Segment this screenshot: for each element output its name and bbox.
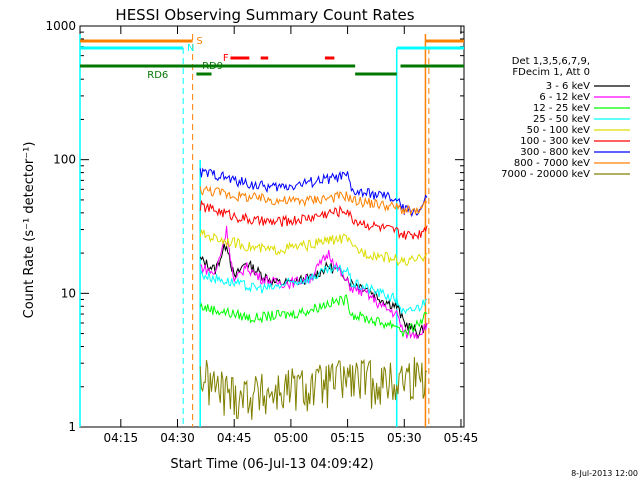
legend-entry-label: 100 - 300 keV <box>520 136 590 147</box>
legend-entry-label: 50 - 100 keV <box>527 125 591 136</box>
series-line <box>199 185 428 216</box>
series-line <box>199 294 428 337</box>
flag-label-f: F <box>223 53 229 64</box>
footer-date: 8-Jul-2013 12:00 <box>571 469 638 478</box>
axis-ticks: 04:15 04:30 04:45 05:00 05:15 05:30 05:45 1 10 10… <box>45 19 478 445</box>
flag-label-n: N <box>187 43 194 54</box>
legend: Det 1,3,5,6,7,9,FDecim 1, Att 0 3 - 6 keV… <box>501 56 630 180</box>
plot-frame <box>79 25 465 428</box>
legend-entry-label: 300 - 800 keV <box>520 147 590 158</box>
x-tick-label: 05:45 <box>444 431 479 445</box>
x-tick-label: 04:45 <box>217 431 252 445</box>
legend-entry-label: 25 - 50 keV <box>533 114 590 125</box>
series-line <box>199 167 428 218</box>
x-tick-label: 05:30 <box>387 431 422 445</box>
y-axis-label: Count Rate (s⁻¹ detector⁻¹) <box>22 142 37 319</box>
x-tick-label: 04:15 <box>104 431 139 445</box>
flag-label-rd9: RD9 <box>202 61 223 72</box>
x-tick-label: 05:15 <box>330 431 365 445</box>
series-line <box>199 199 428 241</box>
legend-entry-label: 7000 - 20000 keV <box>501 169 590 180</box>
chart-title: HESSI Observing Summary Count Rates <box>115 6 414 24</box>
y-tick-label: 100 <box>53 153 76 167</box>
legend-header: FDecim 1, Att 0 <box>512 67 590 78</box>
x-axis-label: Start Time (06-Jul-13 04:09:42) <box>170 457 373 472</box>
y-tick-label: 10 <box>61 286 76 300</box>
series-line <box>199 357 428 420</box>
x-tick-label: 05:00 <box>274 431 309 445</box>
legend-entry-label: 6 - 12 keV <box>539 92 590 103</box>
flag-label-rd6: RD6 <box>147 70 168 81</box>
legend-header: Det 1,3,5,6,7,9, <box>512 56 590 67</box>
series-line <box>199 263 428 315</box>
series-line <box>200 225 428 340</box>
legend-entry-label: 800 - 7000 keV <box>514 158 590 169</box>
legend-entry-label: 3 - 6 keV <box>546 81 590 92</box>
status-flags: SN RD9 RD6 F <box>79 34 464 427</box>
y-tick-label: 1000 <box>45 19 76 33</box>
y-tick-label: 1 <box>68 420 76 434</box>
series-lines <box>199 167 428 420</box>
series-line <box>199 229 428 267</box>
legend-entry-label: 12 - 25 keV <box>533 103 590 114</box>
flag-label-s: S <box>196 36 202 47</box>
x-tick-label: 04:30 <box>160 431 195 445</box>
